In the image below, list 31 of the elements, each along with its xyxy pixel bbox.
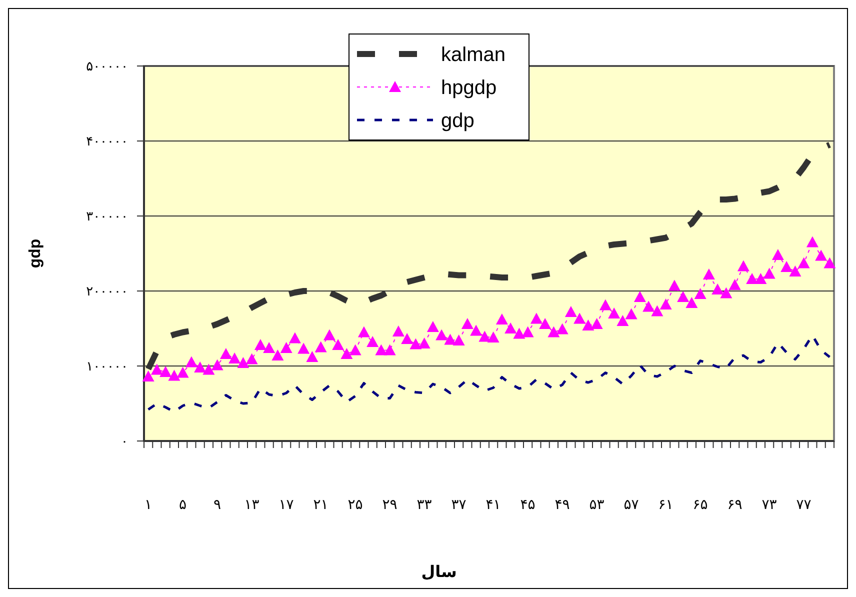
- y-tick-label: ۳۰۰۰۰۰: [86, 210, 128, 225]
- x-axis-title: سال: [421, 562, 457, 581]
- y-axis-title: gdp: [27, 238, 44, 268]
- legend-label: hpgdp: [441, 77, 497, 99]
- y-tick-label: ۴۰۰۰۰۰: [86, 134, 128, 150]
- x-tick-label: ۱۷: [278, 497, 294, 513]
- x-tick-label: ۴۹: [554, 497, 570, 513]
- x-tick-label: ۳۷: [451, 497, 467, 513]
- x-tick-label: ۵: [179, 497, 187, 513]
- x-tick-label: ۵۳: [589, 497, 605, 513]
- x-tick-label: ۳۳: [416, 497, 432, 513]
- y-tick-label: ۱۰۰۰۰۰: [86, 360, 128, 375]
- y-tick-label: ۲۰۰۰۰۰: [86, 284, 128, 300]
- x-tick-label: ۷۷: [796, 497, 812, 513]
- x-tick-label: ۲۱: [313, 497, 328, 513]
- x-tick-label: ۱: [144, 497, 152, 513]
- legend-label: kalman: [441, 44, 506, 66]
- x-tick-label: ۱۳: [244, 497, 260, 513]
- y-tick-label: ۰: [121, 434, 128, 450]
- x-tick-label: ۴۱: [486, 497, 501, 513]
- x-tick-label: ۹: [214, 497, 222, 513]
- y-tick-label: ۵۰۰۰۰۰: [86, 60, 128, 75]
- x-tick-label: ۲۹: [382, 497, 398, 513]
- x-tick-label: ۲۵: [348, 497, 363, 513]
- legend-label: gdp: [441, 110, 474, 132]
- x-tick-label: ۶۵: [692, 497, 708, 513]
- x-tick-label: ۷۳: [762, 497, 778, 513]
- x-tick-label: ۴۵: [520, 497, 536, 513]
- x-tick-label: ۶۹: [727, 497, 742, 513]
- x-tick-label: ۵۷: [624, 497, 640, 513]
- x-tick-label: ۶۱: [658, 497, 674, 513]
